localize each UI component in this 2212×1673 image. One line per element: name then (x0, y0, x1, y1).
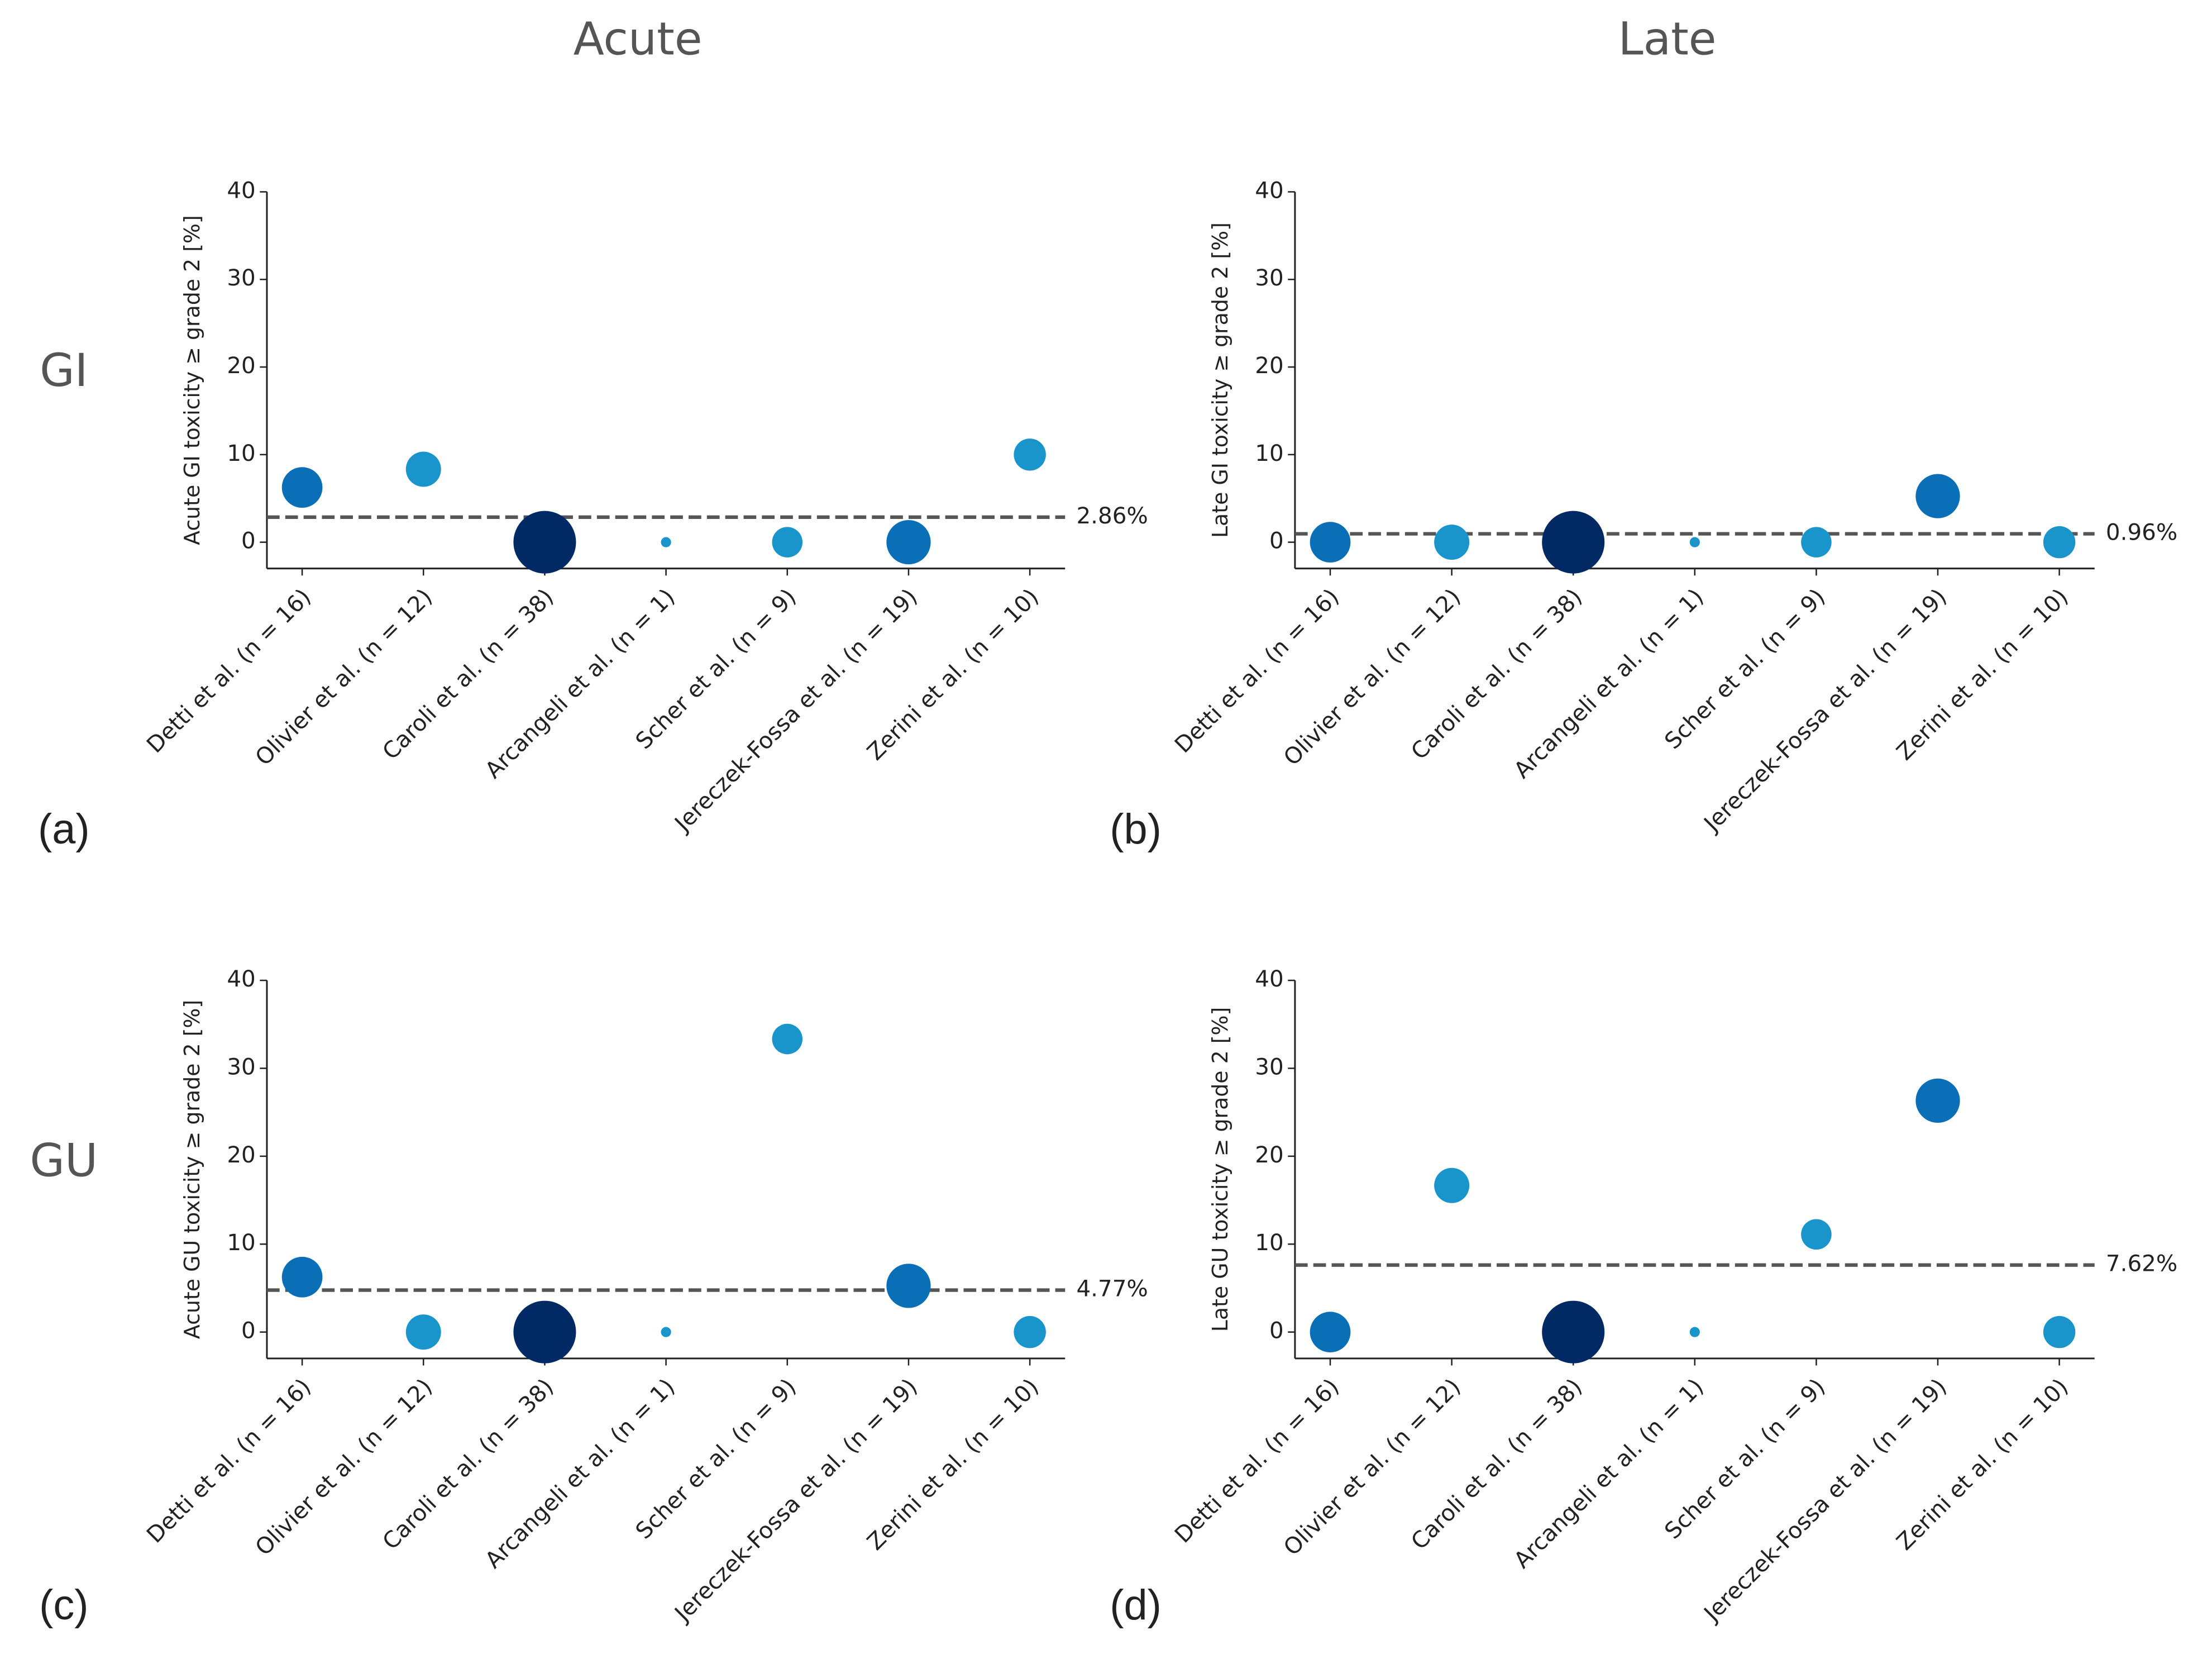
bubble (661, 1327, 671, 1337)
panel-label: (c) (39, 1581, 88, 1629)
column-title: Acute (574, 13, 703, 66)
panel: 0 10 20 30 40 Acute GU toxicity ≥ grade 2 [%]… (39, 965, 1148, 1629)
y-tick-label: 20 (1255, 1141, 1283, 1168)
y-tick-label: 40 (227, 177, 255, 203)
bubble (1542, 1300, 1605, 1364)
y-tick-label: 40 (227, 965, 255, 992)
bubble (281, 467, 323, 508)
bubble (772, 1023, 803, 1055)
bubble (281, 1256, 323, 1298)
bubble (405, 451, 441, 487)
bubble (1310, 522, 1351, 563)
bubble (1310, 1312, 1351, 1353)
row-title: GU (30, 1135, 98, 1187)
bubble (2043, 526, 2076, 559)
bubble (513, 511, 576, 574)
bubble (1014, 438, 1046, 471)
y-tick-label: 30 (1255, 1053, 1283, 1080)
bubble (1801, 1219, 1832, 1250)
panel-label: (a) (38, 805, 90, 853)
reference-line-label: 4.77% (1076, 1275, 1148, 1302)
bubble (1434, 1167, 1470, 1203)
bubble (772, 527, 803, 557)
y-tick-label: 20 (227, 1141, 255, 1168)
reference-line-label: 7.62% (2106, 1250, 2177, 1277)
panel: 0 10 20 30 40 Late GI toxicity ≥ grade 2 [%] 0… (1110, 177, 2177, 852)
x-tick-label: Jereczek-Fossa et al. (n = 19) (668, 1373, 923, 1627)
panel: 0 10 20 30 40 Acute GI toxicity ≥ grade 2 [%]… (38, 177, 1148, 852)
bubble (1915, 474, 1960, 518)
x-tick-label: Jereczek-Fossa et al. (n = 19) (668, 583, 923, 837)
panel-label: (d) (1110, 1581, 1162, 1629)
y-tick-label: 30 (227, 264, 255, 291)
bubble (1915, 1078, 1960, 1123)
bubble (1689, 1327, 1700, 1337)
y-tick-label: 30 (227, 1053, 255, 1080)
y-axis-label: Acute GU toxicity ≥ grade 2 [%] (180, 1000, 204, 1339)
bubble (1542, 511, 1605, 574)
y-tick-label: 10 (227, 440, 255, 466)
y-tick-label: 40 (1255, 965, 1283, 992)
bubble (405, 1314, 441, 1350)
bubble (1801, 527, 1832, 557)
y-tick-label: 40 (1255, 177, 1283, 203)
bubble (1014, 1315, 1046, 1348)
x-tick-label: Jereczek-Fossa et al. (n = 19) (1698, 583, 1952, 837)
y-tick-label: 0 (1269, 527, 1284, 554)
column-title: Late (1618, 13, 1717, 66)
y-tick-label: 0 (241, 1317, 256, 1344)
bubble (886, 520, 931, 565)
bubble (2043, 1315, 2076, 1348)
y-tick-label: 10 (1255, 440, 1283, 466)
reference-line-label: 0.96% (2106, 519, 2177, 546)
y-tick-label: 20 (1255, 352, 1283, 379)
bubble (1689, 537, 1700, 547)
y-tick-label: 10 (227, 1229, 255, 1256)
x-tick-label: Jereczek-Fossa et al. (n = 19) (1698, 1373, 1952, 1627)
y-tick-label: 10 (1255, 1229, 1283, 1256)
y-axis-label: Acute GI toxicity ≥ grade 2 [%] (180, 215, 204, 545)
y-tick-label: 20 (227, 352, 255, 379)
bubble (513, 1300, 576, 1364)
y-tick-label: 30 (1255, 264, 1283, 291)
panel-label: (b) (1110, 805, 1162, 853)
y-tick-label: 0 (1269, 1317, 1284, 1344)
y-axis-label: Late GI toxicity ≥ grade 2 [%] (1208, 222, 1232, 538)
row-title: GI (40, 345, 88, 397)
bubble (886, 1264, 931, 1308)
y-tick-label: 0 (241, 527, 256, 554)
reference-line-label: 2.86% (1076, 502, 1148, 529)
y-axis-label: Late GU toxicity ≥ grade 2 [%] (1208, 1007, 1232, 1332)
panel: 0 10 20 30 40 Late GU toxicity ≥ grade 2 [%] 7… (1110, 965, 2177, 1629)
bubble (1434, 525, 1470, 560)
bubble (661, 537, 671, 547)
